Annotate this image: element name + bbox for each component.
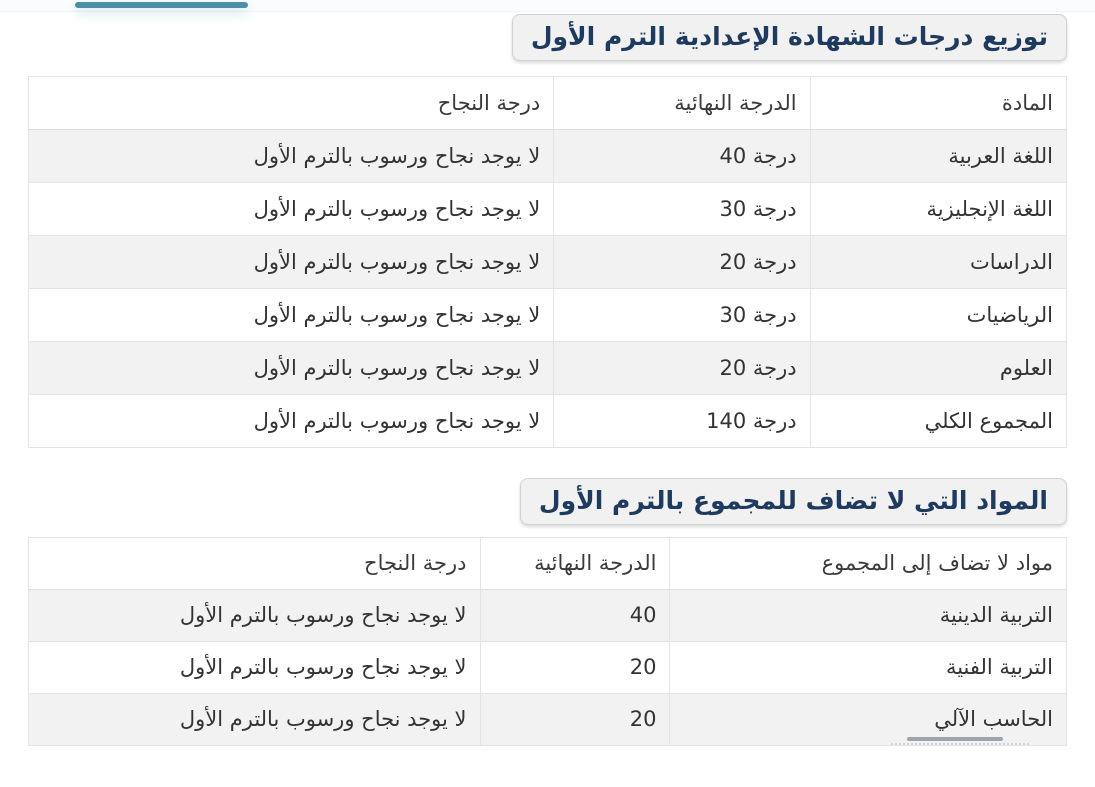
- final-grade-cell: 20: [479, 692, 671, 746]
- grade-value: 40 درجة: [719, 143, 797, 168]
- pass-grade-cell: لا يوجد نجاح ورسوب بالترم الأول: [27, 128, 555, 183]
- table-row: اللغة العربية 40 درجة لا يوجد نجاح ورسوب…: [27, 128, 1068, 183]
- pass-grade-cell: لا يوجد نجاح ورسوب بالترم الأول: [27, 393, 555, 448]
- grades-distribution-table: المادة الدرجة النهائية درجة النجاح اللغة…: [27, 75, 1068, 448]
- subject-cell: التربية الدينية: [669, 588, 1067, 642]
- col-header-final-grade: الدرجة النهائية: [553, 75, 811, 130]
- final-grade-cell: 20: [479, 640, 671, 694]
- table-row: الدراسات 20 درجة لا يوجد نجاح ورسوب بالت…: [27, 234, 1068, 289]
- grade-value: 20 درجة: [719, 249, 797, 274]
- subject-cell: التربية الفنية: [669, 640, 1067, 694]
- grade-value: 40: [629, 603, 657, 627]
- pass-grade-cell: لا يوجد نجاح ورسوب بالترم الأول: [28, 640, 481, 694]
- subject-cell: الحاسب الآلي: [669, 692, 1067, 746]
- final-grade-cell: 30 درجة: [553, 287, 811, 342]
- table-row: الرياضيات 30 درجة لا يوجد نجاح ورسوب بال…: [27, 287, 1068, 342]
- pass-grade-cell: لا يوجد نجاح ورسوب بالترم الأول: [27, 181, 555, 236]
- pass-grade-cell: لا يوجد نجاح ورسوب بالترم الأول: [27, 340, 555, 395]
- section2-title-badge: المواد التي لا تضاف للمجموع بالترم الأول: [519, 477, 1067, 525]
- table-row-total: المجموع الكلي 140 درجة لا يوجد نجاح ورسو…: [27, 393, 1068, 448]
- col-header-pass-grade: درجة النجاح: [27, 75, 555, 130]
- final-grade-cell: 20 درجة: [553, 340, 811, 395]
- grade-value: 20 درجة: [719, 355, 797, 380]
- table-row: اللغة الإنجليزية 30 درجة لا يوجد نجاح ور…: [27, 181, 1068, 236]
- grade-value: 20: [629, 655, 657, 679]
- subject-cell: الدراسات: [809, 234, 1068, 289]
- subject-cell: الرياضيات: [809, 287, 1068, 342]
- subject-cell: العلوم: [809, 340, 1068, 395]
- final-grade-cell: 20 درجة: [553, 234, 811, 289]
- table-header-row: المادة الدرجة النهائية درجة النجاح: [27, 75, 1068, 130]
- final-grade-cell: 140 درجة: [553, 393, 811, 448]
- section2-title: المواد التي لا تضاف للمجموع بالترم الأول: [538, 485, 1048, 515]
- content-area: توزيع درجات الشهادة الإعدادية الترم الأو…: [27, 12, 1068, 746]
- grade-value: 30 درجة: [719, 302, 797, 327]
- pass-grade-cell: لا يوجد نجاح ورسوب بالترم الأول: [27, 287, 555, 342]
- col-header-non-total-subject: مواد لا تضاف إلى المجموع: [669, 536, 1067, 590]
- table-row: التربية الفنية 20 لا يوجد نجاح ورسوب بال…: [28, 640, 1067, 694]
- pass-grade-cell: لا يوجد نجاح ورسوب بالترم الأول: [28, 588, 481, 642]
- non-total-subjects-table: مواد لا تضاف إلى المجموع الدرجة النهائية…: [28, 536, 1067, 746]
- grade-value: 140 درجة: [706, 408, 797, 433]
- section1-title: توزيع درجات الشهادة الإعدادية الترم الأو…: [530, 22, 1048, 51]
- final-grade-cell: 40: [479, 588, 671, 642]
- subject-cell: اللغة الإنجليزية: [809, 181, 1068, 236]
- table-row: الحاسب الآلي 20 لا يوجد نجاح ورسوب بالتر…: [28, 692, 1067, 746]
- top-strip: [0, 0, 1095, 12]
- table-row: العلوم 20 درجة لا يوجد نجاح ورسوب بالترم…: [27, 340, 1068, 395]
- subject-cell: اللغة العربية: [809, 128, 1068, 183]
- col-header-subject: المادة: [809, 75, 1068, 130]
- grade-value: 20: [629, 707, 657, 731]
- col-header-final-grade: الدرجة النهائية: [479, 536, 671, 590]
- pass-grade-cell: لا يوجد نجاح ورسوب بالترم الأول: [28, 692, 481, 746]
- table-header-row: مواد لا تضاف إلى المجموع الدرجة النهائية…: [28, 536, 1067, 590]
- grade-value: 30 درجة: [719, 196, 797, 221]
- table-row: التربية الدينية 40 لا يوجد نجاح ورسوب با…: [28, 588, 1067, 642]
- final-grade-cell: 40 درجة: [553, 128, 811, 183]
- col-header-pass-grade: درجة النجاح: [28, 536, 481, 590]
- subject-cell: المجموع الكلي: [809, 393, 1068, 448]
- section1-title-badge: توزيع درجات الشهادة الإعدادية الترم الأو…: [511, 14, 1067, 61]
- active-tab-indicator[interactable]: [75, 2, 248, 8]
- final-grade-cell: 30 درجة: [553, 181, 811, 236]
- pass-grade-cell: لا يوجد نجاح ورسوب بالترم الأول: [27, 234, 555, 289]
